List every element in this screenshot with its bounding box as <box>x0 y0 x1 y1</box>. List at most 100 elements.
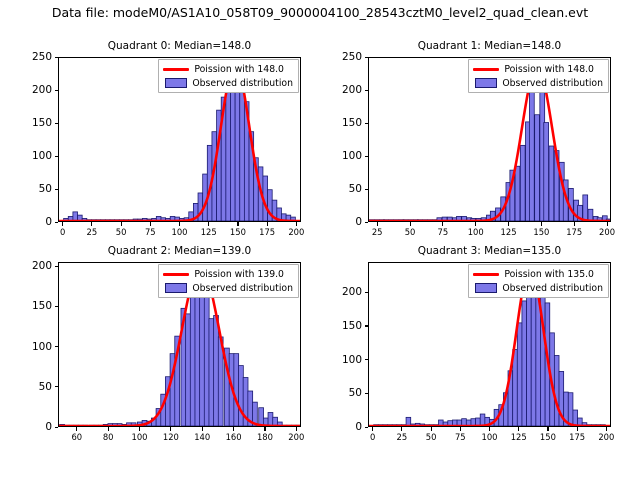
histogram-bar <box>199 285 205 426</box>
x-axis-tick-label: 125 <box>200 227 217 237</box>
histogram-bar <box>572 409 578 426</box>
x-axis-tick-label: 200 <box>288 432 305 442</box>
x-axis-tick-label: 25 <box>396 432 408 442</box>
subplot-quadrant-2: Quadrant 2: Median=139.0 Poission with 1… <box>32 245 304 442</box>
subplot-title: Quadrant 1: Median=148.0 <box>417 40 562 52</box>
subplot-quadrant-3: Quadrant 3: Median=135.0 Poission with 1… <box>342 245 614 442</box>
x-axis-tick-label: 50 <box>425 432 437 442</box>
histogram-bar <box>405 416 412 426</box>
legend-entry-observed: Observed distribution <box>473 77 603 89</box>
histogram-bar <box>230 71 236 221</box>
poisson-fit-curve <box>59 63 300 221</box>
legend: Poission with 148.0 Observed distributio… <box>158 59 299 93</box>
histogram-bar <box>276 421 283 426</box>
x-axis-tick-mark <box>605 427 607 431</box>
y-axis-tick-label: 100 <box>31 150 52 162</box>
x-axis-tick-mark <box>237 222 239 226</box>
y-axis-tick-label: 150 <box>31 300 52 313</box>
histogram-bars <box>63 71 296 221</box>
x-axis-tick-label: 150 <box>539 432 556 442</box>
plot-graphics <box>59 265 300 426</box>
x-axis-tick-mark <box>120 222 122 226</box>
x-axis-tick-label: 80 <box>102 432 114 442</box>
legend-label: Observed distribution <box>502 77 603 89</box>
y-axis-tick-label: 150 <box>341 319 362 332</box>
y-axis-tick-label: 50 <box>38 380 52 393</box>
histogram-bar <box>208 318 215 426</box>
x-axis-tick-mark <box>475 222 477 226</box>
histogram-bar <box>519 144 526 221</box>
histogram-bar <box>72 211 78 221</box>
histogram-bar <box>530 279 537 426</box>
subplot-quadrant-1: Quadrant 1: Median=148.0 Poission with 1… <box>342 40 615 237</box>
x-axis-tick-label: 100 <box>467 227 484 237</box>
legend-entry-observed: Observed distribution <box>473 282 603 294</box>
x-axis-tick-label: 175 <box>566 227 583 237</box>
histogram-bars <box>59 282 300 426</box>
histogram-bar <box>514 165 521 221</box>
histogram-bar <box>516 322 523 426</box>
x-axis-tick-mark <box>233 427 235 431</box>
x-axis-tick-mark <box>208 222 210 226</box>
poisson-fit-curve <box>59 265 300 426</box>
legend-label: Poission with 148.0 <box>504 63 594 75</box>
x-axis-tick-mark <box>459 427 461 431</box>
x-axis-tick-label: 125 <box>500 227 517 237</box>
x-axis-tick-mark <box>264 427 266 431</box>
x-axis-tick-label: 200 <box>598 432 615 442</box>
legend-entry-poisson: Poission with 135.0 <box>473 268 603 280</box>
x-axis-tick-mark <box>606 222 608 226</box>
x-axis-tick-label: 200 <box>599 227 616 237</box>
x-axis-tick-mark <box>201 427 203 431</box>
x-axis-tick-label: 160 <box>225 432 242 442</box>
x-axis-tick-mark <box>573 222 575 226</box>
histogram-bar <box>272 416 278 426</box>
histogram-bar <box>529 89 535 221</box>
y-axis-tick-mark <box>364 221 368 223</box>
x-axis-tick-mark <box>266 222 268 226</box>
histogram-bar <box>185 313 191 426</box>
x-axis-tick-mark <box>149 222 151 226</box>
y-axis-tick-mark <box>54 265 58 267</box>
y-axis-tick-mark <box>54 122 58 124</box>
y-axis-tick-mark <box>364 359 368 361</box>
y-axis-tick-mark <box>364 325 368 327</box>
legend-entry-observed: Observed distribution <box>163 77 293 89</box>
y-axis-tick-label: 0 <box>45 216 52 228</box>
y-axis-tick-mark <box>54 56 58 58</box>
y-axis-tick-mark <box>54 155 58 157</box>
x-axis-tick-mark <box>179 222 181 226</box>
x-axis-tick-mark <box>170 427 172 431</box>
x-axis-tick-mark <box>508 222 510 226</box>
legend-entry-poisson: Poission with 148.0 <box>163 63 293 75</box>
plot-graphics <box>369 266 610 426</box>
x-axis-tick-label: 175 <box>569 432 586 442</box>
y-axis-tick-label: 250 <box>31 51 52 63</box>
x-axis-tick-mark <box>295 222 297 226</box>
histogram-bar <box>267 412 274 426</box>
histogram-bar <box>174 335 180 426</box>
histogram-bar <box>601 215 608 221</box>
subplot-title: Quadrant 3: Median=135.0 <box>417 245 562 257</box>
x-axis-tick-label: 60 <box>71 432 83 442</box>
histogram-bar <box>548 145 555 221</box>
x-axis-tick-mark <box>62 222 64 226</box>
plot-graphics <box>369 65 610 221</box>
subplot-title: Quadrant 2: Median=139.0 <box>107 245 252 257</box>
y-axis-tick-label: 200 <box>31 260 52 273</box>
legend-label: Observed distribution <box>192 282 293 294</box>
legend-label: Poission with 139.0 <box>194 268 284 280</box>
y-axis-tick-mark <box>364 155 368 157</box>
x-axis-tick-label: 150 <box>533 227 550 237</box>
y-axis-tick-label: 150 <box>31 117 52 129</box>
x-axis-tick-label: 50 <box>115 227 127 237</box>
y-axis-tick-label: 0 <box>45 421 52 433</box>
legend-line-icon <box>163 272 190 276</box>
x-axis-tick-mark <box>409 222 411 226</box>
x-axis-tick-mark <box>547 427 549 431</box>
y-axis-tick-mark <box>364 426 368 428</box>
y-axis-tick-mark <box>364 291 368 293</box>
histogram-bar <box>194 282 201 426</box>
y-axis-tick-mark <box>54 426 58 428</box>
histogram-bar <box>213 315 219 426</box>
